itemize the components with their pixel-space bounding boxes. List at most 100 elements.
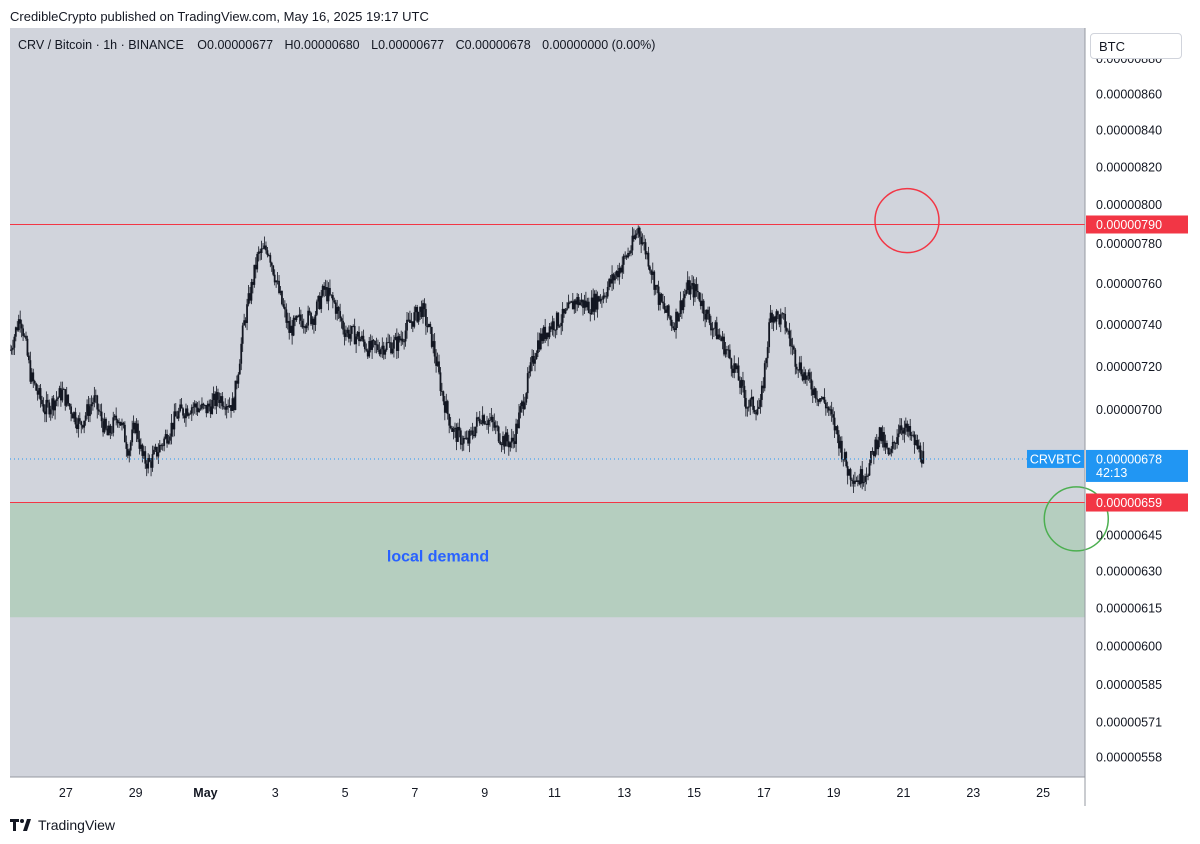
candle-body: [150, 461, 152, 468]
low-value: 0.00000677: [378, 38, 444, 52]
candle-body: [187, 413, 190, 416]
candle-body: [552, 321, 555, 331]
candle-body: [145, 463, 148, 469]
candle-body: [525, 393, 528, 403]
candle-body: [44, 411, 46, 415]
candle-body: [721, 336, 724, 341]
candle-body: [922, 451, 925, 464]
candle-body: [771, 312, 773, 323]
candle-body: [438, 361, 440, 373]
tradingview-brand[interactable]: TradingView: [10, 817, 115, 833]
time-tick-label: 11: [548, 786, 561, 800]
candle-body: [664, 309, 667, 313]
candle-body: [694, 284, 696, 298]
candle-body: [919, 445, 922, 460]
candle-body: [231, 398, 234, 411]
candle-body: [803, 372, 805, 381]
candle-body: [347, 329, 350, 339]
candle-body: [155, 446, 158, 457]
candle-body: [669, 316, 672, 320]
candle-body: [230, 405, 232, 411]
candle-body: [109, 425, 112, 433]
change-value: 0.00000000 (0.00%): [542, 38, 655, 52]
candle-body: [334, 302, 337, 314]
candle-body: [497, 426, 500, 442]
candle-body: [202, 403, 205, 406]
chart-frame[interactable]: CRV / Bitcoin · 1h · BINANCE O0.00000677…: [10, 28, 1188, 806]
candle-body: [448, 414, 451, 426]
candle-body: [461, 443, 464, 445]
candle-body: [436, 361, 439, 366]
candle-body: [269, 255, 272, 263]
candle-body: [839, 440, 842, 449]
candle-body: [806, 376, 808, 380]
candle-body: [305, 325, 308, 329]
candle-body: [153, 449, 155, 455]
candle-body: [363, 341, 366, 350]
candle-body: [304, 326, 307, 329]
candle-body: [352, 325, 355, 327]
candle-body: [794, 349, 797, 367]
candle-body: [774, 316, 776, 322]
candle-body: [598, 296, 600, 302]
candle-body: [349, 333, 352, 339]
candle-body: [91, 402, 94, 405]
candle-body: [747, 406, 750, 408]
annotation-circle: [874, 187, 940, 254]
candle-body: [551, 321, 554, 330]
candle-body: [244, 320, 247, 323]
candle-body: [379, 349, 382, 355]
candle-body: [894, 442, 897, 444]
candle-body: [651, 271, 654, 275]
candle-body: [241, 325, 244, 344]
candle-body: [659, 293, 661, 305]
candle-body: [638, 227, 641, 237]
candle-body: [787, 330, 789, 332]
candle-body: [75, 424, 78, 429]
candle-body: [871, 451, 874, 452]
candle-body: [615, 271, 618, 276]
candle-body: [35, 383, 38, 391]
candle-body: [94, 395, 97, 397]
candle-body: [599, 298, 602, 302]
candle-body: [631, 235, 634, 251]
candle-body: [891, 442, 894, 449]
candle-body: [369, 341, 372, 350]
candle-body: [503, 436, 506, 447]
candle-body: [203, 405, 206, 406]
candle-body: [139, 444, 142, 449]
candle-body: [912, 434, 915, 436]
zone-label: local demand: [387, 549, 489, 566]
candle-body: [916, 440, 919, 449]
candle-body: [329, 287, 331, 295]
last-price-badge: [1086, 449, 1188, 482]
candle-body: [323, 285, 326, 290]
price-axis[interactable]: 0.000008800.000008600.000008400.00000820…: [1096, 52, 1162, 765]
candle-body: [619, 267, 622, 273]
candle-body: [832, 414, 835, 418]
candle-body: [55, 399, 58, 401]
candle-body: [826, 407, 829, 409]
candle-body: [753, 409, 756, 413]
candle-body: [602, 295, 605, 300]
candle-body: [452, 428, 455, 432]
candle-body: [505, 432, 507, 447]
candle-body: [523, 402, 526, 409]
candle-body: [272, 265, 275, 275]
candle-body: [185, 408, 187, 419]
candle-body: [644, 242, 647, 255]
candle-body: [758, 406, 760, 410]
price-tick-label: 0.00000800: [1096, 198, 1162, 212]
time-axis[interactable]: 27 29 May 3 5 7 9 11 13 15 17 19 21 23 25: [59, 786, 1050, 800]
candle-body: [105, 418, 107, 429]
candle-body: [186, 408, 189, 416]
candle-body: [691, 283, 693, 286]
currency-button[interactable]: BTC: [1090, 33, 1182, 59]
candle-body: [22, 328, 24, 336]
candle-body: [157, 452, 160, 457]
chart[interactable]: CRV / Bitcoin · 1h · BINANCE O0.00000677…: [10, 28, 1188, 806]
candle-body: [199, 408, 202, 410]
candle-body: [355, 336, 358, 345]
plot-area[interactable]: [10, 28, 1085, 777]
candle-body: [251, 281, 254, 285]
